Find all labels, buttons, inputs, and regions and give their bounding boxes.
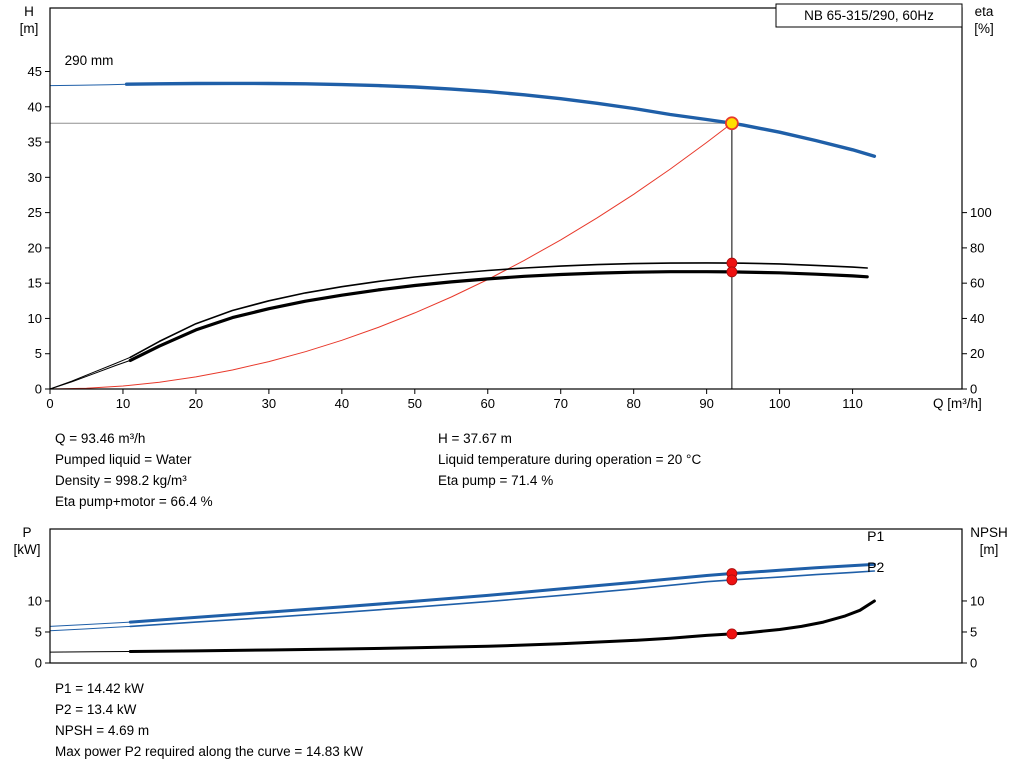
- series-eta-pump: [129, 262, 869, 359]
- power-npsh-chart: 0 5 10 0 5 10 P [kW] NPSH [m] P1 P2: [14, 525, 1008, 671]
- series-eta-pump-lead: [49, 356, 131, 390]
- plot-frame: [49, 7, 963, 390]
- plot-frame: [49, 528, 963, 664]
- y-left-tick-label: 35: [28, 135, 42, 150]
- y-left-tick-label: 25: [28, 205, 42, 220]
- x-tick-label: 50: [408, 396, 422, 411]
- x-tick-label: 20: [189, 396, 203, 411]
- series-npsh-lead: [49, 651, 131, 653]
- series-head-curve-lead: [49, 83, 128, 87]
- y-right-axis-title: [m]: [980, 542, 999, 557]
- series-p1-lead: [49, 621, 131, 627]
- x-tick-label: 70: [553, 396, 567, 411]
- y-right-tick-label: 60: [970, 276, 984, 291]
- y-left-axis-title: P: [22, 525, 31, 540]
- y-left-axis-title: [kW]: [14, 542, 41, 557]
- annotation-290-mm: 290 mm: [65, 53, 114, 68]
- info-line-liquid: Pumped liquid = Water: [55, 452, 192, 467]
- info-line-density: Density = 998.2 kg/m³: [55, 473, 187, 488]
- info-line-temperature: Liquid temperature during operation = 20…: [438, 452, 702, 467]
- qh-efficiency-chart: 0 10 20 30 40 50 60 70 80 90 100 110 Q [m³/h]0510152…: [20, 3, 994, 411]
- y-left-tick-label: 5: [35, 624, 42, 639]
- operating-data-left: Q = 93.46 m³/h Pumped liquid = Water Den…: [55, 428, 213, 512]
- series-npsh-curve: [128, 599, 876, 653]
- series-head-curve-290mm: [124, 81, 877, 158]
- x-tick-label: 10: [116, 396, 130, 411]
- x-tick-label: 80: [626, 396, 640, 411]
- y-right-tick-label: 10: [970, 593, 984, 608]
- info-line-maxpower: Max power P2 required along the curve = …: [55, 744, 364, 759]
- x-axis-title: Q [m³/h]: [933, 396, 982, 411]
- y-left-tick-label: 10: [28, 311, 42, 326]
- series-eta-pump-motor-lead: [49, 359, 131, 390]
- x-tick-label: 100: [769, 396, 791, 411]
- x-tick-label: 40: [335, 396, 349, 411]
- y-right-tick-label: 0: [970, 656, 977, 671]
- duty-dot-marker: [726, 628, 738, 640]
- y-right-tick-label: 5: [970, 624, 977, 639]
- y-right-tick-label: 20: [970, 346, 984, 361]
- info-line-q: Q = 93.46 m³/h: [55, 431, 146, 446]
- info-line-h: H = 37.67 m: [438, 431, 512, 446]
- pump-title-text: NB 65-315/290, 60Hz: [804, 8, 934, 23]
- duty-point-marker: [724, 116, 739, 131]
- y-right-axis-title: NPSH: [970, 525, 1008, 540]
- y-left-axis-title: [m]: [20, 21, 39, 36]
- duty-dot-marker: [726, 574, 738, 586]
- series-system-curve: [49, 122, 733, 390]
- series-p1-curve: [128, 562, 876, 624]
- y-left-axis-title: H: [24, 4, 34, 19]
- y-right-axis-title: eta: [975, 4, 994, 19]
- y-left-tick-label: 20: [28, 240, 42, 255]
- y-left-tick-label: 10: [28, 593, 42, 608]
- info-line-p1: P1 = 14.42 kW: [55, 681, 144, 696]
- y-left-tick-label: 15: [28, 276, 42, 291]
- y-right-tick-label: 0: [970, 382, 977, 397]
- x-tick-label: 0: [46, 396, 53, 411]
- series-p2-lead: [49, 625, 131, 632]
- info-line-eta-pump-motor: Eta pump+motor = 66.4 %: [55, 494, 213, 509]
- y-right-axis-title: [%]: [974, 21, 994, 36]
- series-eta-pump-motor: [128, 270, 869, 362]
- y-left-tick-label: 45: [28, 64, 42, 79]
- y-left-tick-label: 30: [28, 170, 42, 185]
- series-p2-curve: [129, 570, 876, 628]
- y-left-tick-label: 0: [35, 656, 42, 671]
- pump-title-box: [775, 3, 963, 28]
- annotation-p2: P2: [867, 559, 884, 575]
- y-right-tick-label: 100: [970, 205, 992, 220]
- duty-dot-marker: [726, 266, 738, 278]
- y-left-tick-label: 5: [35, 346, 42, 361]
- x-tick-label: 90: [699, 396, 713, 411]
- power-data: P1 = 14.42 kW P2 = 13.4 kW NPSH = 4.69 m…: [55, 678, 363, 762]
- info-line-p2: P2 = 13.4 kW: [55, 702, 137, 717]
- annotation-p1: P1: [867, 528, 884, 544]
- y-left-tick-label: 40: [28, 99, 42, 114]
- y-right-tick-label: 80: [970, 240, 984, 255]
- info-line-npsh: NPSH = 4.69 m: [55, 723, 150, 738]
- x-tick-label: 60: [481, 396, 495, 411]
- x-tick-label: 110: [842, 396, 863, 411]
- y-left-tick-label: 0: [35, 382, 42, 397]
- x-tick-label: 30: [262, 396, 276, 411]
- info-line-eta-pump: Eta pump = 71.4 %: [438, 473, 554, 488]
- operating-data-right: H = 37.67 m Liquid temperature during op…: [438, 428, 701, 491]
- y-right-tick-label: 40: [970, 311, 984, 326]
